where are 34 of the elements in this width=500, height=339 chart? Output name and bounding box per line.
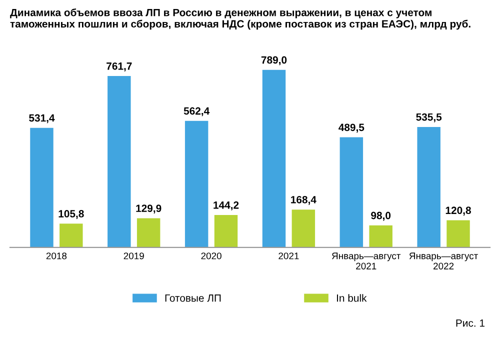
bar: [184, 120, 208, 248]
text: Рис. 1: [456, 320, 484, 327]
data-label: 535,5: [416, 113, 442, 122]
bar: [340, 137, 364, 248]
legend-label: In bulk: [337, 294, 367, 302]
data-label: 168,4: [291, 196, 316, 205]
chart-title: Динамика объемов ввоза ЛП в Россию в денежном выражении, в ценах с учетом таможенных пошлин и сборов, включая НДС (кроме поставок из стран ЕАЭС), млрд руб.: [10, 8, 470, 30]
data-label: 120,8: [446, 206, 471, 216]
bar: [60, 224, 83, 248]
data-label: 129,9: [136, 204, 162, 214]
bar: [136, 218, 160, 248]
bar: [292, 210, 316, 248]
x-tick-label: 2021: [278, 252, 299, 260]
bar: [446, 220, 470, 248]
data-label: 105,8: [58, 210, 84, 219]
bar: [417, 126, 440, 248]
data-label: 98,0: [371, 212, 391, 221]
data-label: 489,5: [338, 124, 364, 133]
data-label: 562,4: [184, 107, 210, 116]
x-tick-label: 2020: [201, 252, 222, 260]
data-label: 144,2: [214, 201, 239, 210]
bar: [30, 128, 54, 248]
x-tick-label: 2018: [46, 252, 67, 260]
x-tick-label: Январь—август 2022: [409, 252, 478, 270]
bar: [214, 215, 238, 248]
data-label: 789,0: [261, 56, 287, 66]
x-tick-label: Январь—август 2021: [332, 252, 401, 270]
bar: [262, 70, 286, 248]
x-tick-label: 2019: [124, 252, 144, 260]
bar: [369, 225, 392, 248]
data-label: 761,7: [106, 62, 132, 72]
data-label: 531,4: [29, 114, 55, 124]
bar: [108, 76, 131, 248]
legend-label: Готовые ЛП: [165, 294, 221, 302]
